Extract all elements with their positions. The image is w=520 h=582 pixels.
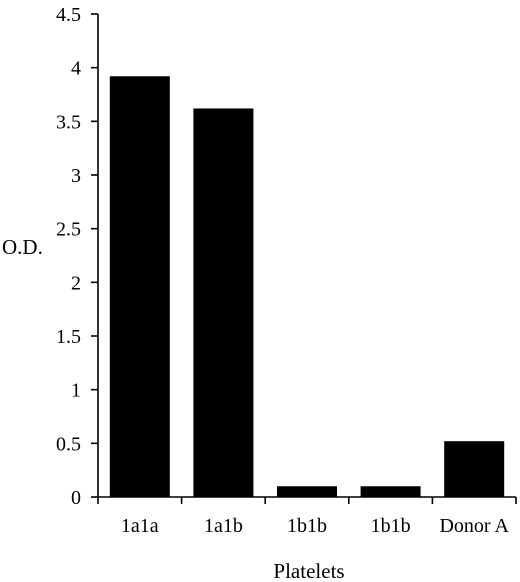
y-axis: 0 0.5 1 1.5 2 2.5 3 3.5 4 4.5 (56, 4, 99, 509)
y-tick-label: 4 (71, 58, 81, 80)
y-tick-label: 1 (71, 380, 81, 402)
x-axis-label: Platelets (273, 559, 344, 582)
y-axis-label: O.D. (2, 235, 43, 259)
y-tick-label: 2 (71, 272, 81, 294)
bar (277, 486, 337, 497)
y-tick-label: 2.5 (56, 219, 81, 241)
x-axis: 1a1a 1a1b 1b1b 1b1b Donor A (97, 496, 517, 537)
y-tick-label: 0.5 (56, 433, 81, 455)
x-category-label: 1a1a (121, 515, 159, 537)
x-category-label: 1b1b (371, 515, 411, 537)
y-tick-label: 3.5 (56, 111, 81, 133)
x-category-label: 1b1b (287, 515, 327, 537)
x-category-label: Donor A (439, 515, 509, 537)
bar (109, 76, 170, 498)
bar (193, 108, 254, 497)
y-tick-label: 4.5 (56, 4, 81, 26)
y-tick-label: 0 (71, 487, 81, 509)
x-category-label: 1a1b (204, 515, 243, 537)
bar (444, 441, 505, 497)
y-tick-label: 1.5 (56, 326, 81, 348)
bar (360, 486, 421, 497)
y-tick-label: 3 (71, 165, 81, 187)
bars-group (109, 76, 505, 498)
